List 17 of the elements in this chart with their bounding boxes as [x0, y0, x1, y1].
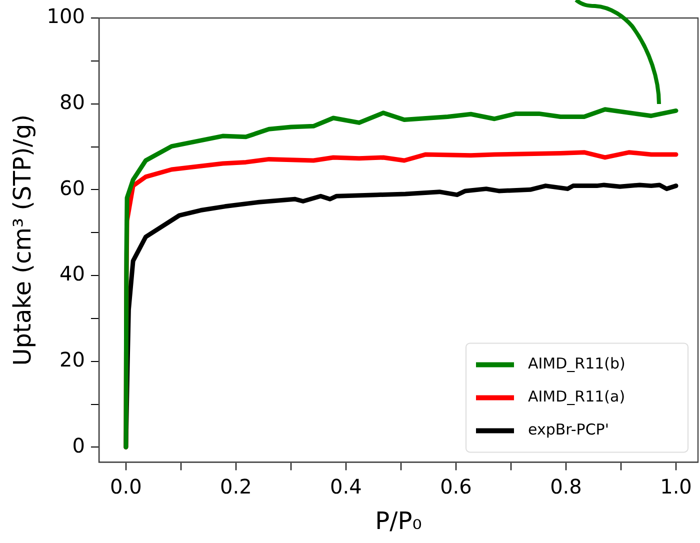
x-tick-label: 0.8	[550, 474, 582, 498]
legend-label: AIMD_R11(a)	[528, 388, 626, 406]
y-tick-label: 60	[60, 176, 85, 200]
y-tick-label: 0	[72, 433, 85, 458]
y-tick-label: 20	[60, 348, 85, 372]
x-axis-title: P/P₀	[375, 506, 422, 535]
legend-label: AIMD_R11(b)	[528, 354, 626, 373]
x-tick-label: 0.2	[220, 474, 252, 498]
y-tick-label: 100	[46, 4, 85, 28]
y-axis-title: Uptake (cm³ (STP)/g)	[8, 114, 37, 366]
x-tick-label: 0.4	[330, 474, 362, 498]
legend-label: expBr-PCP'	[528, 420, 609, 439]
x-tick-label: 0.0	[110, 474, 142, 498]
y-tick-label: 40	[60, 262, 85, 286]
x-tick-label: 1.0	[660, 474, 692, 498]
y-tick-label: 80	[60, 90, 85, 114]
x-tick-label: 0.6	[440, 474, 472, 498]
